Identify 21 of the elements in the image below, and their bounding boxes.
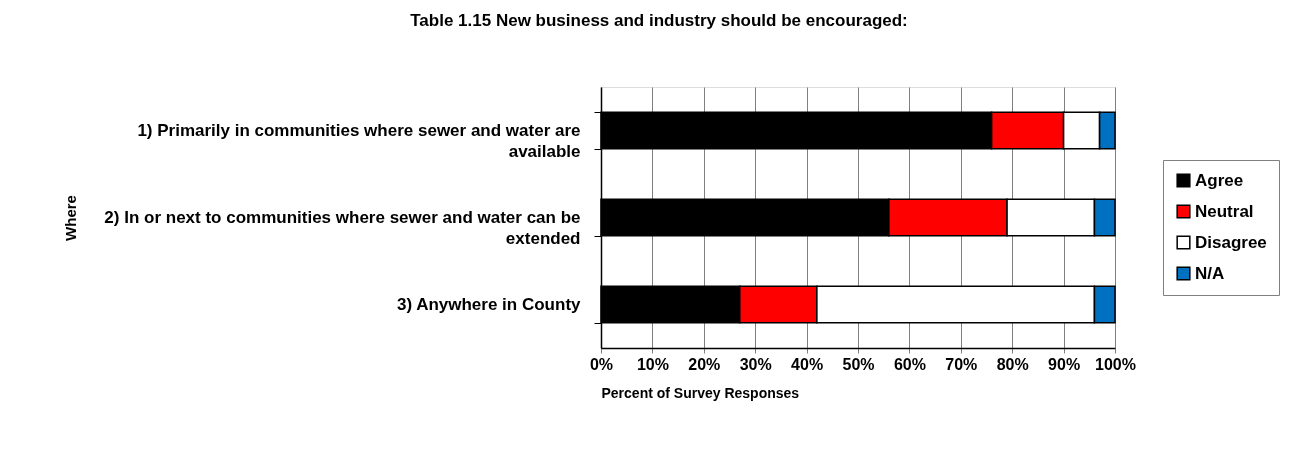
x-axis-title: Percent of Survey Responses xyxy=(601,384,800,401)
legend-label: Neutral xyxy=(1195,201,1254,221)
x-tick-label: 60% xyxy=(893,355,926,373)
x-tick-label: 50% xyxy=(842,355,875,373)
y-tick-label: 3) Anywhere in County xyxy=(396,295,582,314)
x-tick-label: 70% xyxy=(945,355,978,373)
x-tick-label: 20% xyxy=(688,355,721,373)
legend-label: N/A xyxy=(1195,263,1225,283)
y-tick-label: 2) In or next to communities where sewer and water can be extended xyxy=(104,208,581,248)
chart-title: Table 1.15 New business and industry should be encouraged: xyxy=(410,11,908,30)
x-tick-label: 100% xyxy=(1095,355,1136,373)
legend-label: Disagree xyxy=(1195,232,1267,252)
y-tick-label: 1) Primarily in communities where sewer and water are available xyxy=(137,121,581,161)
x-tick-label: 0% xyxy=(589,355,614,373)
legend-label: Agree xyxy=(1195,170,1244,190)
x-tick-label: 40% xyxy=(791,355,824,373)
x-tick-label: 30% xyxy=(739,355,772,373)
y-axis-title: Where xyxy=(61,195,79,241)
x-tick-label: 90% xyxy=(1048,355,1081,373)
x-tick-label: 10% xyxy=(636,355,669,373)
x-tick-label: 80% xyxy=(996,355,1029,373)
